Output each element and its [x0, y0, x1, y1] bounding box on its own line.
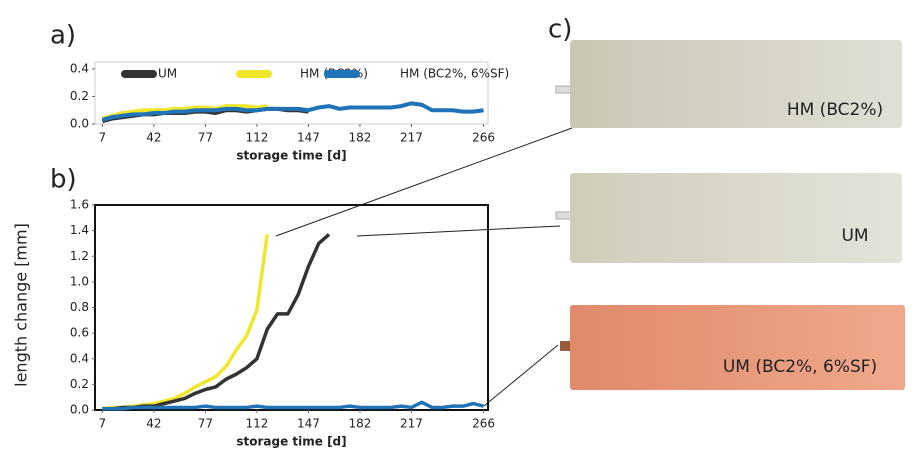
x-tick-label: 112	[245, 417, 268, 431]
x-tick-label: 147	[297, 131, 320, 145]
x-tick-label: 147	[297, 417, 320, 431]
x-tick-label: 112	[245, 131, 268, 145]
legend-label: UM	[158, 67, 177, 81]
x-tick-label: 7	[99, 417, 107, 431]
x-tick-label: 182	[348, 131, 371, 145]
figure: c) HM (BC2%) UM UM (BC2%, 6%SF) a) 0.0 0.2…	[0, 0, 913, 457]
y-tick-label: 0.4	[70, 351, 89, 365]
y-tick-label: 0.8	[70, 300, 89, 314]
y-tick-label: 1.6	[70, 198, 89, 212]
x-tick-label: 42	[146, 417, 161, 431]
leader-line	[484, 345, 558, 406]
panel-label: c)	[548, 15, 572, 45]
x-tick-label: 217	[400, 131, 423, 145]
y-tick-label: 0.2	[70, 377, 89, 391]
y-tick-label: 0.4	[70, 61, 89, 75]
x-tick-label: 217	[400, 417, 423, 431]
y-tick-label: 1.2	[70, 249, 89, 263]
y-tick-label: 0.0	[70, 403, 89, 417]
page: c) HM (BC2%) UM UM (BC2%, 6%SF) a) 0.0 0.2…	[0, 0, 913, 457]
photo-label: UM	[841, 226, 868, 246]
data-line	[102, 234, 329, 408]
x-axis-title: storage time [d]	[236, 435, 346, 449]
x-tick-label: 77	[198, 131, 213, 145]
leader-line	[276, 128, 572, 236]
panel-label: b)	[50, 165, 77, 195]
x-axis-title: storage time [d]	[236, 149, 346, 163]
y-tick-label: 0.2	[70, 89, 89, 103]
photo-specimen	[570, 173, 902, 263]
data-line	[102, 234, 267, 408]
photo-pin	[556, 212, 572, 219]
y-tick-label: 0.6	[70, 326, 89, 340]
x-tick-label: 7	[99, 131, 107, 145]
photo-label: UM (BC2%, 6%SF)	[723, 357, 877, 377]
y-tick-label: 1.4	[70, 223, 89, 237]
x-tick-label: 266	[472, 417, 495, 431]
panel-label: a)	[50, 21, 76, 51]
leader-line	[357, 226, 560, 236]
x-tick-label: 77	[198, 417, 213, 431]
photo-specimen	[570, 305, 905, 390]
x-tick-label: 266	[472, 131, 495, 145]
legend-label: HM (BC2%, 6%SF)	[400, 67, 509, 81]
x-tick-label: 182	[348, 417, 371, 431]
photo-label: HM (BC2%)	[787, 100, 883, 120]
y-tick-label: 1.0	[70, 274, 89, 288]
x-tick-label: 42	[146, 131, 161, 145]
y-tick-label: 0.0	[70, 117, 89, 131]
photo-pin	[556, 86, 572, 93]
y-axis-title: length change [mm]	[12, 223, 31, 387]
